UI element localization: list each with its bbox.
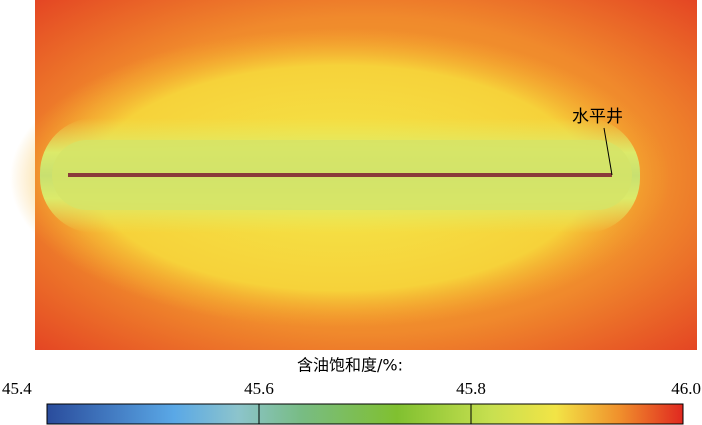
annotation: 水平井	[572, 107, 623, 127]
colorbar-tick-label: 46.0	[671, 379, 701, 398]
colorbar-tick-label: 45.8	[456, 379, 486, 398]
colorbar-tick-label: 45.6	[244, 379, 274, 398]
leader-line	[603, 127, 613, 176]
colorbar-title: 含油饱和度/%:	[297, 356, 403, 375]
field	[10, 0, 697, 350]
colorbar	[46, 403, 684, 425]
colorbar-tick-label: 45.4	[2, 379, 32, 398]
